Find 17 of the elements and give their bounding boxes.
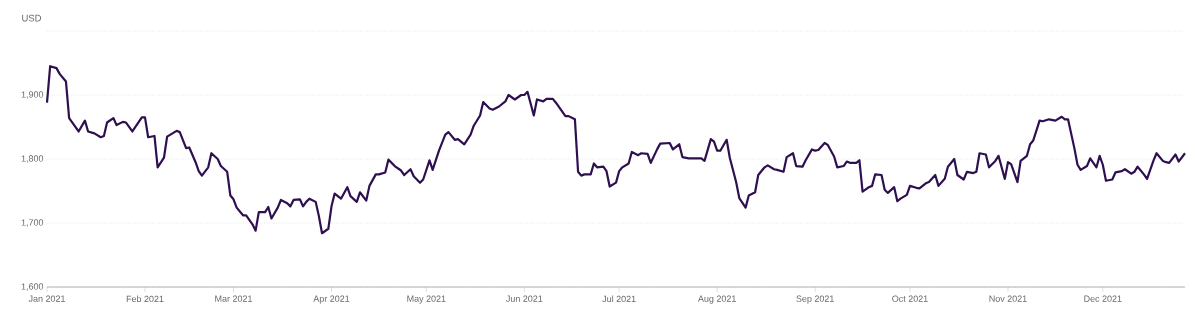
x-tick-label: May 2021 (407, 295, 446, 304)
x-tick-label: Dec 2021 (1084, 295, 1122, 302)
y-tick-label: 1,800 (21, 155, 44, 163)
x-tick-label: Mar 2021 (215, 295, 252, 302)
x-tick-label: Sep 2021 (796, 295, 834, 304)
y-tick-label: 1,700 (21, 219, 44, 227)
y-tick-label: 1,900 (21, 91, 44, 99)
x-tick-label: Oct 2021 (892, 295, 928, 302)
x-tick-label: Apr 2021 (313, 295, 350, 304)
y-tick-label: 1,600 (21, 283, 44, 291)
x-tick-label: Nov 2021 (989, 295, 1027, 302)
x-tick-label: Jan 2021 (28, 295, 65, 302)
x-tick-label: Jun 2021 (506, 295, 543, 302)
x-tick-label: Feb 2021 (126, 295, 164, 303)
y-axis-title: USD (22, 14, 42, 22)
x-tick-label: Aug 2021 (697, 295, 736, 304)
x-tick-label: Jul 2021 (602, 295, 636, 303)
